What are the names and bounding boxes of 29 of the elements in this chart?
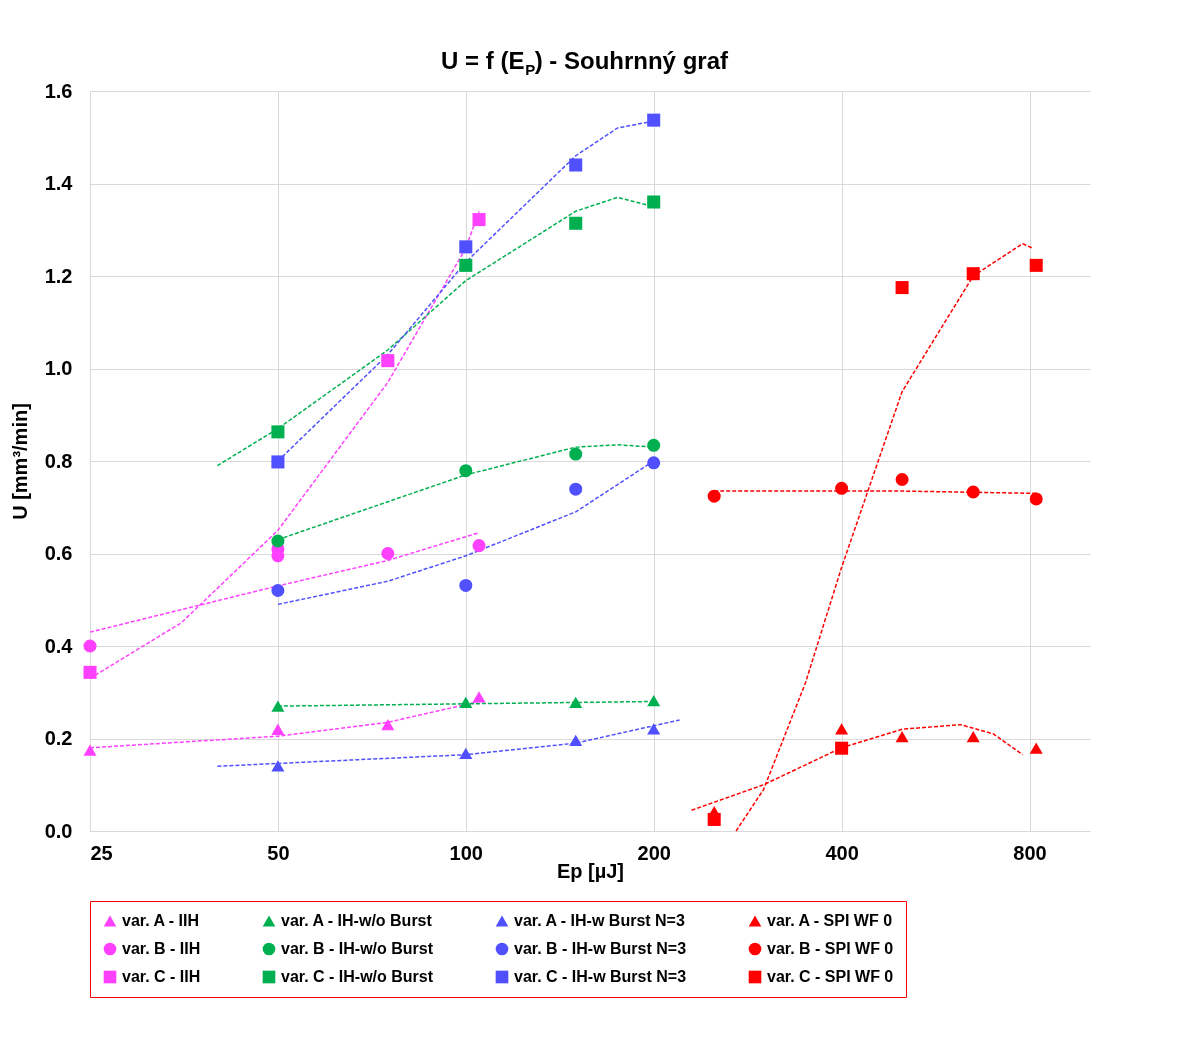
x-tick-label: 400 — [825, 841, 859, 864]
y-tick-label: 0.0 — [44, 819, 73, 842]
y-axis-title: U [mm³/min] — [8, 403, 31, 520]
legend-label: var. A - IH-w/o Burst — [281, 912, 433, 929]
legend-label: var. C - IIH — [122, 968, 201, 985]
legend-label: var. C - IH-w Burst N=3 — [514, 968, 687, 985]
y-tick-label: 0.2 — [44, 727, 73, 749]
y-tick-label: 0.4 — [44, 634, 74, 657]
y-tick-label: 1.4 — [44, 172, 74, 194]
y-tick-label: 0.6 — [44, 542, 73, 564]
legend-label: var. C - IH-w/o Burst — [281, 968, 434, 985]
y-tick-label: 0.8 — [44, 449, 73, 472]
legend-label: var. B - IH-w/o Burst — [281, 940, 434, 957]
y-tick-label: 1.2 — [44, 264, 73, 287]
legend-label: var. B - IH-w Burst N=3 — [514, 940, 687, 957]
x-tick-label: 25 — [90, 841, 113, 864]
y-tick-label: 1.6 — [44, 79, 73, 102]
x-tick-label: 200 — [637, 841, 671, 864]
y-tick-label: 1.0 — [44, 357, 73, 379]
legend-label: var. A - IIH — [122, 912, 200, 929]
legend-label: var. A - IH-w Burst N=3 — [514, 912, 685, 929]
x-tick-label: 50 — [267, 841, 290, 864]
legend-label: var. B - IIH — [122, 940, 201, 957]
x-tick-label: 100 — [449, 841, 483, 864]
legend-label: var. C - SPI WF 0 — [767, 968, 894, 985]
legend-label: var. B - SPI WF 0 — [767, 940, 894, 957]
x-tick-label: 800 — [1013, 841, 1047, 864]
x-axis-title: Ep [µJ] — [556, 859, 625, 882]
legend-label: var. A - SPI WF 0 — [767, 912, 893, 929]
